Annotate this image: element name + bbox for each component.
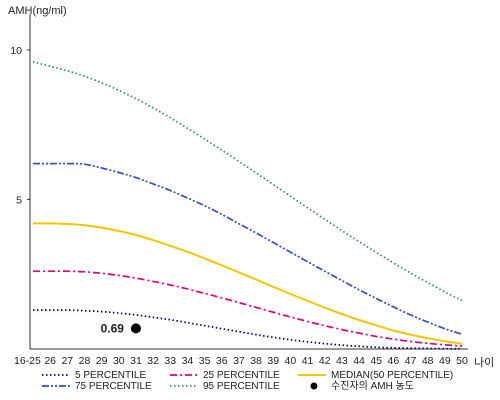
x-tick-label: 43 xyxy=(336,355,348,367)
x-tick-label: 48 xyxy=(422,355,434,367)
x-tick-label: 50 xyxy=(456,355,468,367)
series-line-median-50-percentile xyxy=(32,222,463,345)
x-axis-title: 나이 xyxy=(474,356,494,369)
legend-label: 5 PERCENTILE xyxy=(75,370,146,381)
x-tick-label: 38 xyxy=(250,355,262,367)
series-line-75-percentile xyxy=(32,162,463,336)
y-axis-title: AMH(ng/ml) xyxy=(8,5,67,17)
x-tick-label: 35 xyxy=(199,355,211,367)
x-tick-label: 28 xyxy=(79,355,91,367)
x-tick-label: 31 xyxy=(130,355,142,367)
legend-label: 75 PERCENTILE xyxy=(75,381,152,392)
series-line-25-percentile xyxy=(32,270,463,347)
x-tick-group: 16-25 26 27 28 29 30 31 32 33 34 35 36 37 38 39 40 41 42 4… xyxy=(14,355,468,367)
patient-amh-label: 0.69 xyxy=(101,321,125,335)
x-tick-label: 44 xyxy=(353,355,365,367)
x-tick-label: 27 xyxy=(61,355,73,367)
y-tick-label: 5 xyxy=(16,194,22,206)
x-tick-label: 37 xyxy=(233,355,245,367)
legend-label: 수진자의 AMH 농도 xyxy=(331,380,414,392)
legend-label: MEDIAN(50 PERCENTILE) xyxy=(331,370,453,381)
x-tick-label: 34 xyxy=(182,355,194,367)
x-tick-label: 41 xyxy=(302,355,314,367)
x-tick-label: 29 xyxy=(96,355,108,367)
x-tick-label: 46 xyxy=(388,355,400,367)
y-tick-group: 5 10 xyxy=(10,45,30,206)
patient-amh-point xyxy=(130,323,141,334)
annotation-group: 0.69 xyxy=(101,321,141,335)
x-tick-label: 40 xyxy=(285,355,297,367)
x-tick-label: 49 xyxy=(439,355,451,367)
x-tick-label: 45 xyxy=(370,355,382,367)
x-tick-label: 32 xyxy=(147,355,159,367)
x-tick-label: 26 xyxy=(44,355,56,367)
legend-label: 25 PERCENTILE xyxy=(203,370,280,381)
chart-axes: AMH(ng/ml) 나이 xyxy=(8,5,494,369)
x-tick-label: 36 xyxy=(216,355,228,367)
x-tick-label: 16-25 xyxy=(14,355,41,367)
x-tick-label: 39 xyxy=(267,355,279,367)
series-line-5-percentile xyxy=(32,309,463,350)
x-tick-label: 47 xyxy=(405,355,417,367)
legend-marker xyxy=(310,382,318,390)
y-tick-label: 10 xyxy=(10,45,22,57)
chart-legend: 5 PERCENTILE 25 PERCENTILE MEDIAN(50 PERCE… xyxy=(42,370,453,392)
x-tick-label: 30 xyxy=(113,355,125,367)
x-tick-label: 33 xyxy=(164,355,176,367)
series-line-95-percentile xyxy=(32,61,463,302)
series-lines xyxy=(32,61,463,350)
legend-label: 95 PERCENTILE xyxy=(203,381,280,392)
x-tick-label: 42 xyxy=(319,355,331,367)
